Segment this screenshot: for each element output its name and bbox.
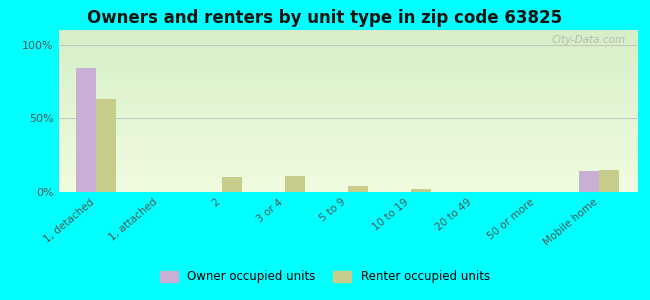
Bar [76,68,96,192]
Bar [285,176,305,192]
Text: Owners and renters by unit type in zip code 63825: Owners and renters by unit type in zip c… [88,9,562,27]
Bar [222,177,242,192]
Bar [411,189,431,192]
Legend: Owner occupied units, Renter occupied units: Owner occupied units, Renter occupied un… [155,266,495,288]
Bar [96,99,116,192]
Bar [579,171,599,192]
Bar [599,170,619,192]
Bar [348,186,368,192]
Text: City-Data.com: City-Data.com [551,35,625,45]
